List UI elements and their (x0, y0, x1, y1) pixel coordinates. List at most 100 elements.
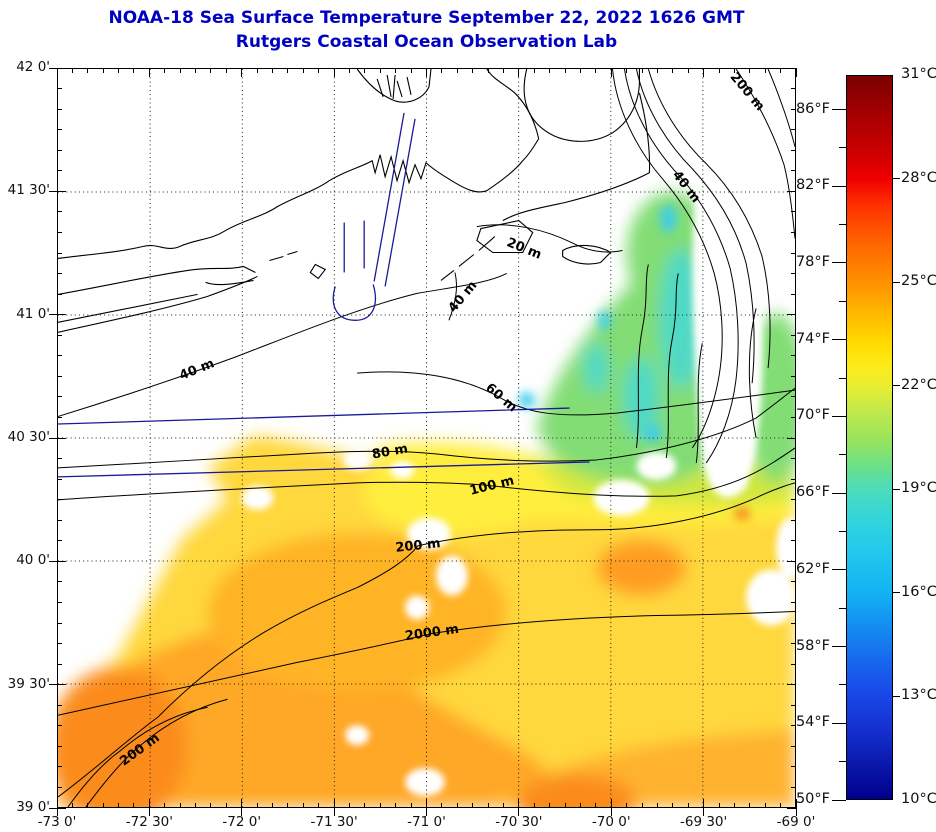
axis-tick (57, 766, 62, 768)
x-tick-label: -69 30' (680, 814, 728, 830)
axis-tick (102, 803, 104, 808)
axis-tick (57, 807, 66, 809)
axis-tick (272, 803, 274, 808)
axis-tick (787, 190, 796, 192)
y-tick-label: 41 0' (16, 305, 50, 322)
colorbar-fahrenheit-label: 78°F (795, 253, 830, 270)
axis-tick (832, 185, 846, 187)
axis-tick (71, 68, 73, 73)
axis-tick (672, 803, 674, 808)
y-tick-label: 40 30' (7, 429, 50, 445)
axis-tick (791, 519, 796, 521)
axis-tick (57, 684, 66, 686)
axis-tick (795, 799, 797, 808)
axis-tick (49, 684, 57, 686)
axis-tick (57, 519, 62, 521)
axis-tick (57, 745, 62, 747)
axis-tick (893, 385, 900, 387)
axis-tick (610, 808, 612, 816)
axis-tick (832, 492, 846, 494)
axis-tick (57, 293, 62, 295)
axis-tick (791, 622, 796, 624)
axis-tick (549, 803, 551, 808)
axis-tick (791, 396, 796, 398)
axis-tick (57, 67, 66, 69)
axis-tick (893, 695, 900, 697)
axis-tick (703, 808, 705, 816)
colorbar-fahrenheit-label: 86°F (795, 100, 830, 117)
axis-tick (791, 231, 796, 233)
axis-tick (410, 803, 412, 808)
axis-tick (839, 300, 846, 302)
axis-tick (502, 803, 504, 808)
axis-tick (57, 725, 62, 727)
axis-tick (241, 68, 243, 77)
axis-tick (656, 803, 658, 808)
axis-tick (787, 437, 796, 439)
axis-tick (57, 355, 62, 357)
colorbar-fahrenheit-label: 50°F (795, 791, 830, 807)
axis-tick (564, 803, 566, 808)
axis-tick (672, 68, 674, 73)
axis-tick (87, 803, 89, 808)
axis-tick (832, 415, 846, 417)
axis-tick (564, 68, 566, 73)
axis-tick (57, 88, 62, 90)
x-tick-label: -72 30' (125, 814, 173, 830)
x-tick-label: -73 0' (37, 814, 77, 830)
axis-tick (57, 190, 66, 192)
axis-tick (703, 799, 705, 808)
axis-tick (333, 808, 335, 816)
axis-tick (195, 803, 197, 808)
axis-tick (533, 803, 535, 808)
y-tick-label: 39 0' (16, 799, 50, 815)
axis-tick (718, 803, 720, 808)
axis-tick (749, 803, 751, 808)
axis-tick (57, 231, 62, 233)
axis-tick (787, 314, 796, 316)
axis-tick (687, 803, 689, 808)
axis-tick (641, 68, 643, 73)
axis-tick (71, 803, 73, 808)
axis-tick (272, 68, 274, 73)
axis-tick (364, 803, 366, 808)
axis-tick (56, 68, 58, 77)
cloud-mask-layer (241, 188, 806, 797)
axis-tick (791, 601, 796, 603)
axis-tick (179, 68, 181, 73)
axis-tick (57, 375, 62, 377)
axis-tick (472, 68, 474, 73)
axis-tick (791, 252, 796, 254)
axis-tick (49, 67, 57, 69)
axis-tick (579, 68, 581, 73)
axis-tick (318, 68, 320, 73)
axis-tick (893, 488, 900, 490)
axis-tick (791, 129, 796, 131)
figure-title: NOAA-18 Sea Surface Temperature Septembe… (108, 8, 745, 28)
axis-tick (791, 499, 796, 501)
figure-subtitle: Rutgers Coastal Ocean Observation Lab (235, 32, 618, 52)
colorbar-fahrenheit-label: 74°F (795, 330, 830, 347)
map-plot-area (48, 68, 808, 830)
axis-tick (225, 803, 227, 808)
axis-tick (839, 454, 846, 456)
axis-tick (787, 807, 796, 809)
x-tick-label: -71 30' (310, 814, 358, 830)
axis-tick (333, 799, 335, 808)
axis-tick (49, 807, 57, 809)
axis-tick (57, 129, 62, 131)
axis-tick (893, 592, 900, 594)
axis-tick (57, 458, 62, 460)
axis-tick (549, 68, 551, 73)
axis-tick (703, 68, 705, 77)
axis-tick (287, 803, 289, 808)
axis-tick (791, 149, 796, 151)
axis-tick (579, 803, 581, 808)
colorbar-celsius-label: 10°C (901, 791, 936, 807)
colorbar-fahrenheit-label: 54°F (795, 714, 830, 731)
axis-tick (893, 178, 900, 180)
axis-tick (57, 499, 62, 501)
axis-tick (791, 663, 796, 665)
axis-tick (57, 416, 62, 418)
